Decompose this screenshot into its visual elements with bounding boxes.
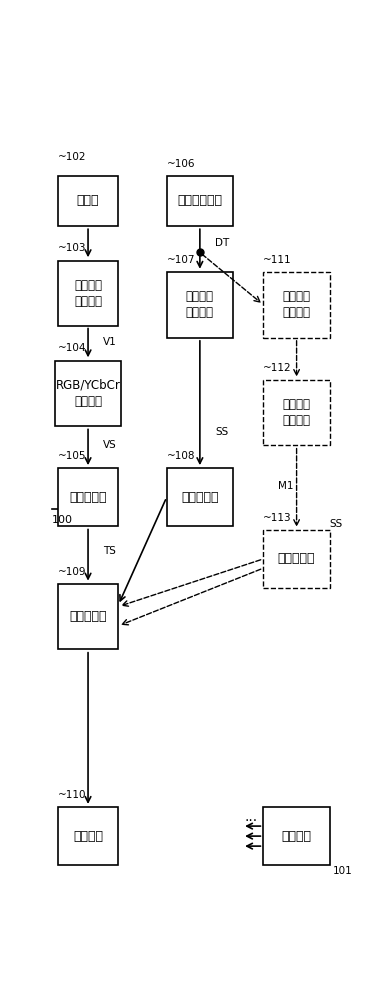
Text: ...: ...	[245, 810, 258, 824]
Text: ~111: ~111	[263, 255, 292, 265]
Text: 字幕生成单元: 字幕生成单元	[177, 194, 222, 207]
Text: V1: V1	[103, 337, 117, 347]
Text: 照相机: 照相机	[77, 194, 99, 207]
FancyBboxPatch shape	[58, 176, 118, 226]
FancyBboxPatch shape	[58, 468, 118, 526]
Text: ~110: ~110	[58, 790, 86, 800]
FancyBboxPatch shape	[58, 584, 118, 649]
FancyBboxPatch shape	[263, 272, 330, 338]
Text: 系统编码器: 系统编码器	[69, 610, 107, 623]
Text: 文本格式
转换单元: 文本格式 转换单元	[186, 290, 214, 319]
FancyBboxPatch shape	[58, 261, 118, 326]
FancyBboxPatch shape	[263, 807, 330, 865]
Text: RGB/YCbCr
转换单元: RGB/YCbCr 转换单元	[56, 379, 121, 408]
Text: ~103: ~103	[58, 243, 86, 253]
FancyBboxPatch shape	[167, 272, 233, 338]
FancyBboxPatch shape	[263, 380, 330, 445]
Text: 传输单元: 传输单元	[73, 830, 103, 843]
Text: ~105: ~105	[58, 451, 86, 461]
FancyBboxPatch shape	[167, 468, 233, 526]
Text: 视频光电
转换单元: 视频光电 转换单元	[74, 279, 102, 308]
Text: 100: 100	[52, 515, 73, 525]
Text: ~112: ~112	[263, 363, 292, 373]
Text: SS: SS	[215, 427, 228, 437]
Text: 控制单元: 控制单元	[282, 830, 312, 843]
Text: SS: SS	[330, 519, 343, 529]
Text: M1: M1	[278, 481, 294, 491]
Text: 101: 101	[333, 866, 353, 876]
FancyBboxPatch shape	[167, 176, 233, 226]
Text: ~108: ~108	[167, 451, 195, 461]
Text: ~109: ~109	[58, 567, 86, 577]
Text: 视频编码器: 视频编码器	[69, 491, 107, 504]
Text: VS: VS	[103, 440, 117, 450]
Text: ~104: ~104	[58, 343, 86, 353]
FancyBboxPatch shape	[58, 807, 118, 865]
Text: 字幕编码器: 字幕编码器	[181, 491, 219, 504]
FancyBboxPatch shape	[55, 361, 121, 426]
Text: ~102: ~102	[58, 152, 86, 162]
FancyBboxPatch shape	[263, 530, 330, 588]
Text: 位图数据
生成单元: 位图数据 生成单元	[283, 290, 310, 319]
Text: ~107: ~107	[167, 255, 195, 265]
Text: 字幕光电
转换单元: 字幕光电 转换单元	[283, 398, 310, 427]
Text: DT: DT	[215, 238, 229, 248]
Text: ~113: ~113	[263, 513, 292, 523]
Text: ~106: ~106	[167, 159, 195, 169]
Text: 字幕编码器: 字幕编码器	[278, 552, 316, 565]
Text: TS: TS	[103, 546, 116, 556]
